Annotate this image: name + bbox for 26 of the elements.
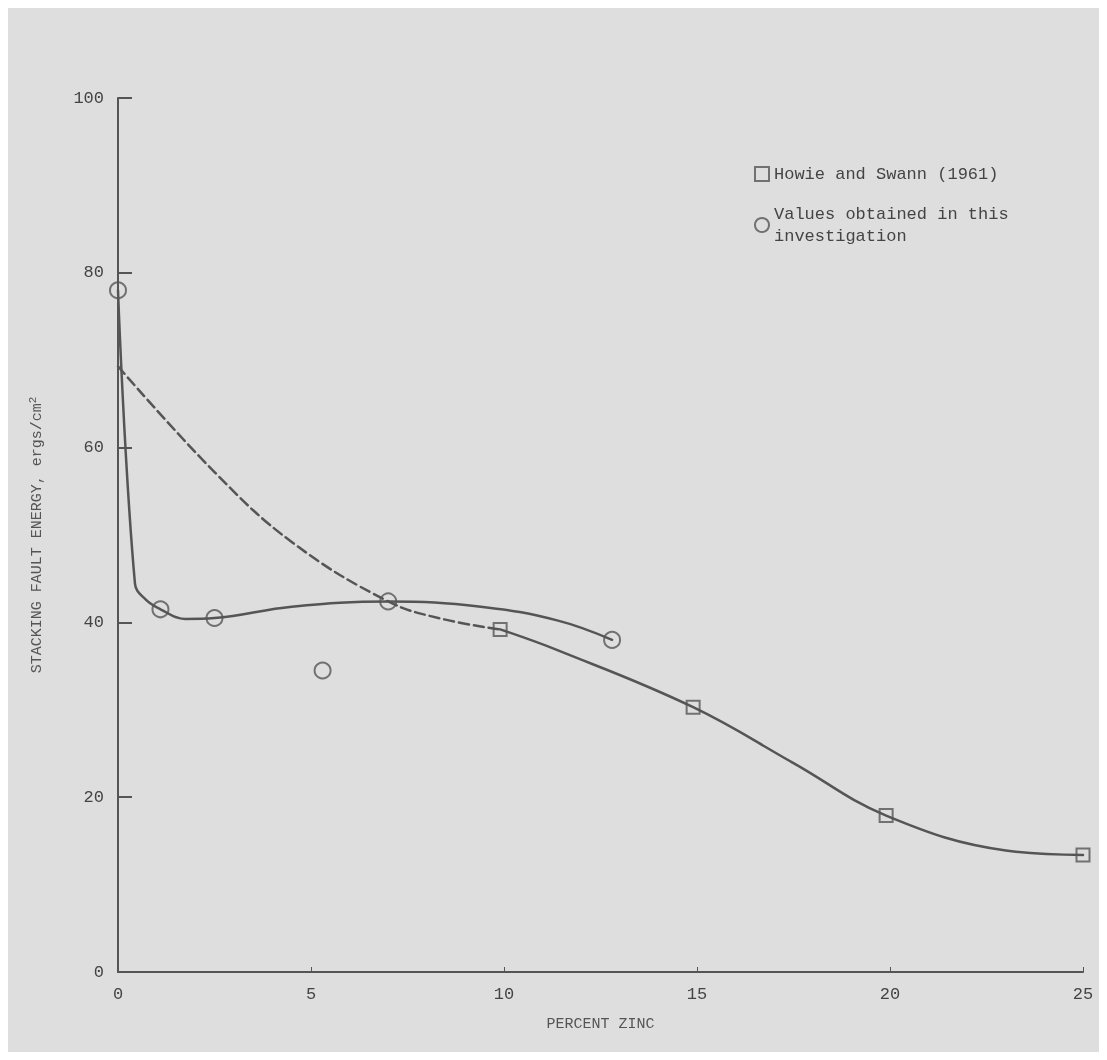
- x-axis-title: PERCENT ZINC: [546, 1016, 655, 1033]
- y-axis-title: STACKING FAULT ENERGY, ergs/cm2: [26, 396, 46, 674]
- y-tick-label: 20: [83, 787, 104, 807]
- point: [379, 592, 398, 611]
- x-tick-label: 5: [305, 985, 317, 1004]
- x-tick-label: 15: [686, 985, 708, 1004]
- x-tick-label: 20: [879, 985, 901, 1004]
- point: [109, 281, 127, 300]
- y-tick-label: 100: [73, 88, 104, 108]
- y-tick-label: 0: [93, 962, 104, 982]
- point: [603, 630, 622, 649]
- x-tick-label: 25: [1072, 985, 1094, 1004]
- point: [878, 808, 894, 824]
- y-tick-label: 60: [83, 438, 104, 458]
- point: [1075, 847, 1091, 863]
- point: [685, 699, 701, 715]
- y-tick-label: 40: [83, 612, 104, 632]
- point: [205, 609, 224, 628]
- legend-label: Values obtained in this investigation: [774, 204, 1019, 246]
- x-tick-label: 10: [493, 985, 515, 1004]
- legend-label: Howie and Swann (1961): [774, 164, 999, 184]
- x-tick-label: 0: [112, 985, 124, 1004]
- point: [492, 621, 508, 637]
- y-tick-label: 80: [83, 263, 104, 283]
- point: [151, 600, 170, 619]
- point: [313, 661, 332, 680]
